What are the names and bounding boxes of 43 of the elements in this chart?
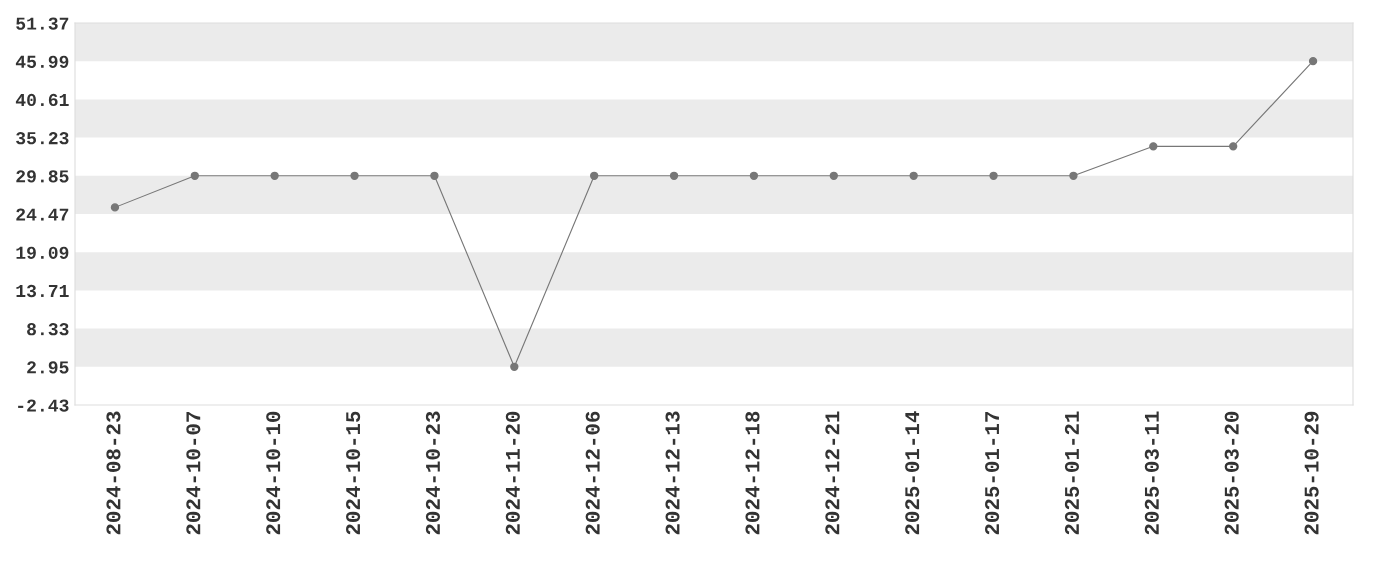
point <box>989 171 998 180</box>
point <box>669 171 679 180</box>
point <box>270 171 279 180</box>
point <box>430 171 439 180</box>
y-tick-label: 24.47 <box>16 208 69 221</box>
point <box>1229 142 1238 151</box>
point <box>909 171 918 180</box>
x-tick-label: 2025-01-14 <box>905 411 920 535</box>
point <box>829 171 838 180</box>
point <box>110 203 120 212</box>
x-tick-label: 2024-12-21 <box>825 411 840 535</box>
x-tick-label: 2024-10-10 <box>266 411 281 535</box>
point <box>190 171 199 180</box>
point <box>590 171 599 180</box>
x-tick-label: 2024-12-13 <box>665 411 680 535</box>
y-tick-label: 2.95 <box>27 361 69 374</box>
y-tick-label: 13.71 <box>16 284 69 298</box>
y-tick-label: 8.33 <box>27 323 69 336</box>
x-tick-label: 2024-10-15 <box>346 411 361 535</box>
y-tick-label: 45.99 <box>15 55 69 68</box>
x-tick-label: 2024-11-20 <box>505 411 520 535</box>
y-tick-label: 19.09 <box>16 246 69 259</box>
y-tick-label: 35.23 <box>16 132 69 145</box>
point <box>1308 56 1318 66</box>
x-tick-label: 2025-03-20 <box>1224 411 1239 535</box>
point <box>749 171 759 180</box>
x-tick-label: 2024-08-23 <box>106 411 121 535</box>
point <box>1149 142 1158 151</box>
y-tick-label: 29.85 <box>16 170 69 183</box>
x-tick-label: 2025-01-21 <box>1064 411 1080 535</box>
point <box>1069 171 1078 180</box>
y-tick-label: -2.43 <box>18 399 69 412</box>
x-tick-label: 2024-12-18 <box>745 411 760 535</box>
point <box>510 362 519 371</box>
point <box>350 171 359 180</box>
x-tick-label: 2024-10-23 <box>425 411 441 535</box>
x-tick-label: 2025-10-29 <box>1304 411 1319 535</box>
x-tick-label: 2025-03-11 <box>1144 411 1159 535</box>
x-tick-label: 2024-10-07 <box>186 411 201 535</box>
x-tick-label: 2025-01-17 <box>985 411 1000 535</box>
x-tick-label: 2024-12-06 <box>585 411 600 535</box>
y-tick-label: 51.37 <box>16 17 69 30</box>
y-tick-label: 40.61 <box>15 93 69 107</box>
